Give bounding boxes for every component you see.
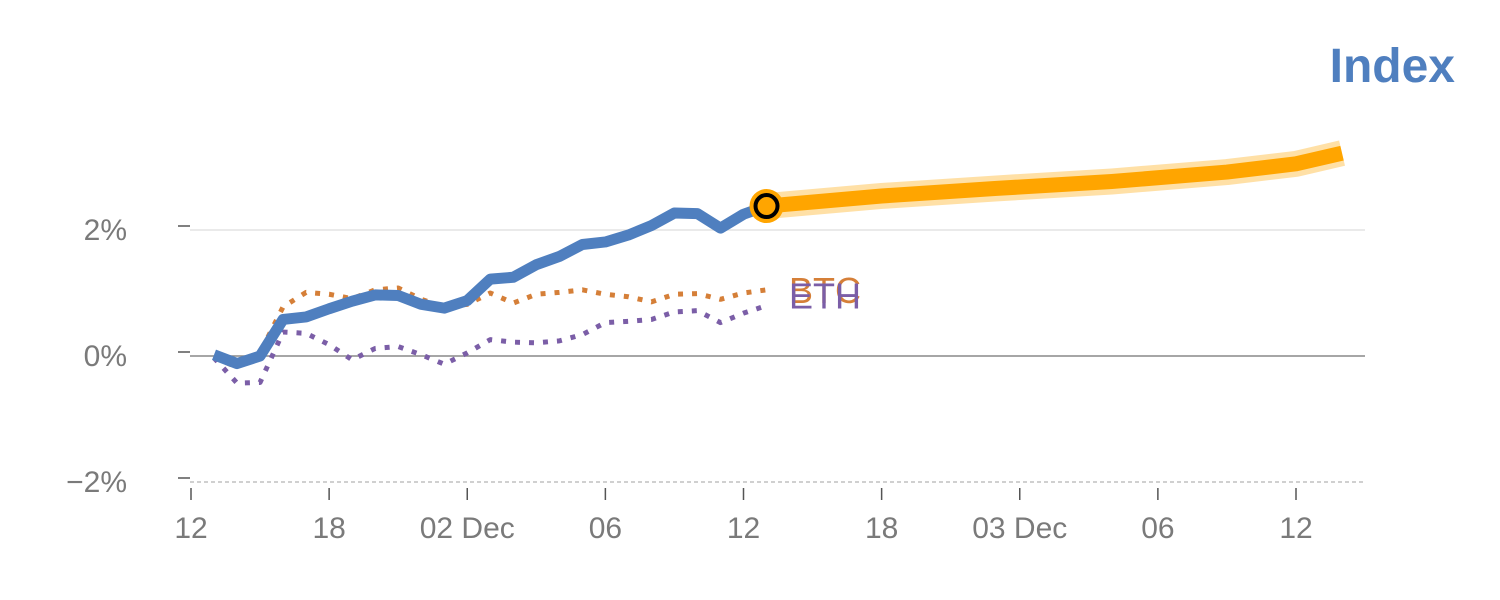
- grid-lines: [190, 229, 1365, 483]
- y-tick-label: 2%: [84, 214, 127, 247]
- x-tick-label: 18: [865, 512, 898, 545]
- chart-title: Index: [1330, 40, 1456, 93]
- x-tick-label: 18: [312, 512, 345, 545]
- y-axis: −2% 0% 2%: [66, 214, 190, 499]
- series-line-eth: [212, 303, 768, 386]
- y-tick-label: 0%: [84, 340, 127, 373]
- x-tick-label: 12: [174, 512, 207, 545]
- y-tick-label: −2%: [66, 466, 127, 499]
- x-tick-label: 12: [727, 512, 760, 545]
- series-line-index: [212, 200, 769, 370]
- series-lines: [212, 140, 1345, 386]
- series-label-btc: BTC: [789, 270, 861, 311]
- x-tick-label: 12: [1279, 512, 1312, 545]
- x-tick-label: 03 Dec: [972, 512, 1067, 545]
- series-label-eth: ETH: [789, 276, 861, 317]
- series-line-forecast: [765, 145, 1344, 214]
- x-axis: 12 18 02 Dec 06 12 18 03 Dec 06 12: [174, 488, 1313, 545]
- x-tick-label: 02 Dec: [420, 512, 515, 545]
- x-tick-label: 06: [589, 512, 622, 545]
- x-tick-label: 06: [1141, 512, 1174, 545]
- forecast-start-marker-ring: [753, 193, 780, 220]
- series-line-btc: [213, 285, 767, 370]
